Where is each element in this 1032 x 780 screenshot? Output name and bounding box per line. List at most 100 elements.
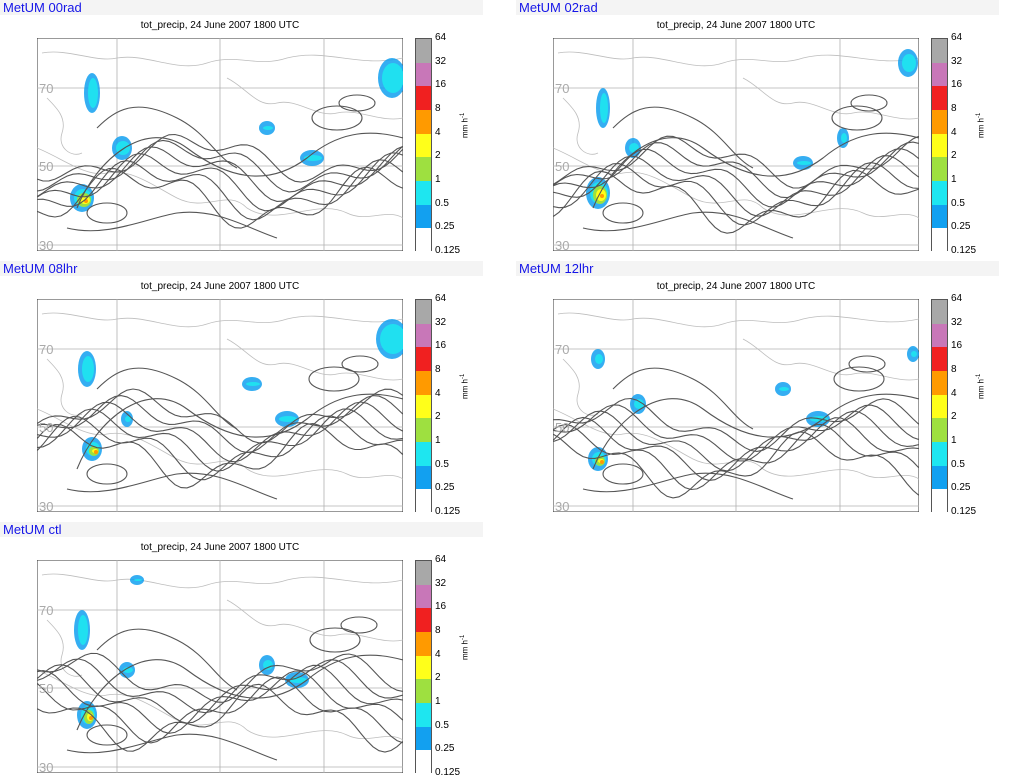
contours — [37, 616, 403, 761]
colorbar-segment — [932, 489, 947, 514]
panel-title: MetUM 00rad — [0, 0, 483, 15]
contours — [553, 94, 919, 239]
colorbar-label: 0.125 — [951, 506, 977, 517]
colorbar-segment — [932, 418, 947, 443]
colorbar-label: 0.125 — [435, 506, 461, 517]
colorbar-segment — [932, 228, 947, 253]
colorbar-segment — [416, 489, 431, 514]
colorbar-label: 8 — [951, 364, 957, 375]
colorbar-label: 32 — [435, 577, 447, 589]
colorbar — [931, 38, 948, 253]
colorbar-segment — [416, 110, 431, 135]
panel-title: MetUM ctl — [0, 522, 483, 537]
precip-field — [586, 49, 918, 209]
colorbar-segment — [932, 204, 947, 229]
precip-field — [70, 58, 403, 212]
lat-label: 30 — [39, 760, 53, 773]
colorbar-label: 16 — [435, 340, 447, 352]
map-svg: 70 50 30 — [553, 38, 919, 251]
colorbar-segment — [932, 394, 947, 419]
colorbar-label: 1 — [435, 174, 441, 185]
colorbar-label: 1 — [951, 174, 957, 185]
colorbar-label: 0.25 — [951, 482, 971, 494]
unit-label: mm h-1 — [460, 112, 470, 138]
colorbar-label: 2 — [435, 150, 441, 162]
colorbar-label: 4 — [435, 648, 441, 660]
colorbar — [931, 299, 948, 514]
colorbar-label: 0.5 — [951, 197, 965, 209]
plot-subtitle: tot_precip, 24 June 2007 1800 UTC — [140, 281, 300, 292]
colorbar-label: 32 — [951, 55, 963, 67]
map-svg: 70 50 30 — [553, 299, 919, 512]
plot-subtitle: tot_precip, 24 June 2007 1800 UTC — [656, 281, 816, 292]
map-svg: 70 50 30 — [37, 560, 403, 773]
colorbar-segment — [416, 608, 431, 633]
colorbar-segment — [416, 679, 431, 704]
colorbar-segment — [416, 323, 431, 348]
colorbar-label: 2 — [951, 150, 957, 162]
colorbar-label: 1 — [435, 435, 441, 446]
lat-label: 50 — [555, 420, 569, 435]
lat-label: 50 — [555, 159, 569, 174]
colorbar-label: 0.5 — [435, 458, 449, 470]
coastlines — [37, 51, 403, 219]
colorbar-label: 0.125 — [951, 245, 977, 256]
colorbar-label: 64 — [435, 554, 447, 565]
plot-subtitle: tot_precip, 24 June 2007 1800 UTC — [140, 20, 300, 31]
colorbar-segment — [416, 394, 431, 419]
colorbar-segment — [416, 465, 431, 490]
colorbar-label: 64 — [435, 32, 447, 43]
panel-12lhr: MetUM 12lhr tot_precip, 24 June 2007 180… — [516, 261, 1016, 517]
colorbar-segment — [932, 110, 947, 135]
colorbar-segment — [932, 323, 947, 348]
colorbar-label: 0.25 — [435, 743, 455, 755]
colorbar-segment — [932, 62, 947, 87]
colorbar-label: 2 — [435, 672, 441, 684]
colorbar-segment — [932, 39, 947, 64]
colorbar — [415, 560, 432, 775]
panel-title: MetUM 12lhr — [516, 261, 999, 276]
colorbar-label: 2 — [435, 411, 441, 423]
contours — [37, 355, 403, 500]
colorbar-segment — [416, 86, 431, 111]
lat-label: 30 — [555, 499, 569, 512]
panel-ctl: MetUM ctl tot_precip, 24 June 2007 1800 … — [0, 522, 500, 778]
lat-label: 30 — [39, 238, 53, 251]
colorbar-label: 0.25 — [435, 482, 455, 494]
colorbar-segment — [416, 703, 431, 728]
colorbar-label: 0.25 — [435, 221, 455, 233]
panel-title: MetUM 02rad — [516, 0, 999, 15]
colorbar-segment — [416, 157, 431, 182]
contours — [37, 94, 403, 239]
panel-title: MetUM 08lhr — [0, 261, 483, 276]
map-svg: 70 50 30 — [37, 38, 403, 251]
colorbar-label: 8 — [435, 103, 441, 114]
colorbar-label: 8 — [435, 364, 441, 375]
plot-subtitle: tot_precip, 24 June 2007 1800 UTC — [656, 20, 816, 31]
panel-08lhr: MetUM 08lhr tot_precip, 24 June 2007 180… — [0, 261, 500, 517]
colorbar-segment — [932, 347, 947, 372]
colorbar-label: 2 — [951, 411, 957, 423]
lat-label: 70 — [555, 81, 569, 96]
panel-02rad: MetUM 02rad tot_precip, 24 June 2007 180… — [516, 0, 1016, 256]
colorbar-segment — [416, 39, 431, 64]
colorbar-segment — [932, 181, 947, 206]
colorbar-segment — [416, 655, 431, 680]
coastlines — [37, 312, 403, 480]
colorbar-label: 0.125 — [435, 245, 461, 256]
colorbar-label: 32 — [951, 316, 963, 328]
colorbar-segment — [932, 300, 947, 325]
precip-map: 70 50 30 — [553, 38, 919, 251]
colorbar-segment — [416, 632, 431, 657]
colorbar-segment — [416, 347, 431, 372]
colorbar-label: 0.125 — [435, 767, 461, 778]
map-svg: 70 50 30 — [37, 299, 403, 512]
colorbar-segment — [416, 584, 431, 609]
precip-map: 70 50 30 — [553, 299, 919, 512]
colorbar-segment — [416, 726, 431, 751]
coastlines — [37, 573, 403, 741]
colorbar-label: 4 — [951, 126, 957, 138]
colorbar-label: 64 — [435, 293, 447, 304]
graticule — [37, 560, 403, 773]
unit-label: mm h-1 — [460, 634, 470, 660]
